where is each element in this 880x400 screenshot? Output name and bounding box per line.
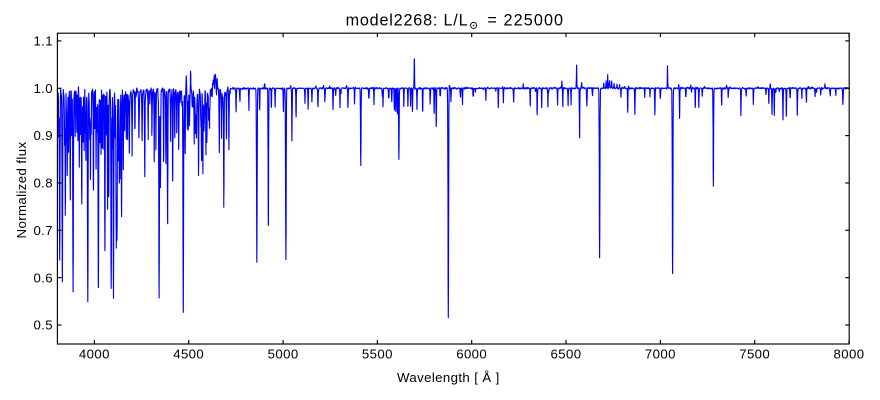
svg-text:5500: 5500 <box>362 346 393 361</box>
svg-text:5000: 5000 <box>268 346 299 361</box>
svg-text:1.0: 1.0 <box>33 81 53 96</box>
svg-text:model2268: L/L: model2268: L/L <box>346 12 469 30</box>
svg-text:6500: 6500 <box>551 346 582 361</box>
svg-text:7500: 7500 <box>739 346 770 361</box>
svg-text:0.9: 0.9 <box>33 128 53 143</box>
svg-text:0.6: 0.6 <box>33 270 53 285</box>
svg-text:7000: 7000 <box>645 346 676 361</box>
svg-text:0.5: 0.5 <box>33 318 53 333</box>
svg-text:1.1: 1.1 <box>33 34 53 49</box>
svg-text:0.7: 0.7 <box>33 223 53 238</box>
svg-text:= 225000: = 225000 <box>487 12 564 30</box>
svg-text:Wavelength [ Å ]: Wavelength [ Å ] <box>397 370 500 385</box>
svg-text:8000: 8000 <box>834 346 865 361</box>
svg-text:4000: 4000 <box>79 346 110 361</box>
svg-text:Normalized flux: Normalized flux <box>14 142 29 239</box>
svg-text:4500: 4500 <box>173 346 204 361</box>
svg-text:0.8: 0.8 <box>33 176 53 191</box>
svg-text:6000: 6000 <box>456 346 487 361</box>
